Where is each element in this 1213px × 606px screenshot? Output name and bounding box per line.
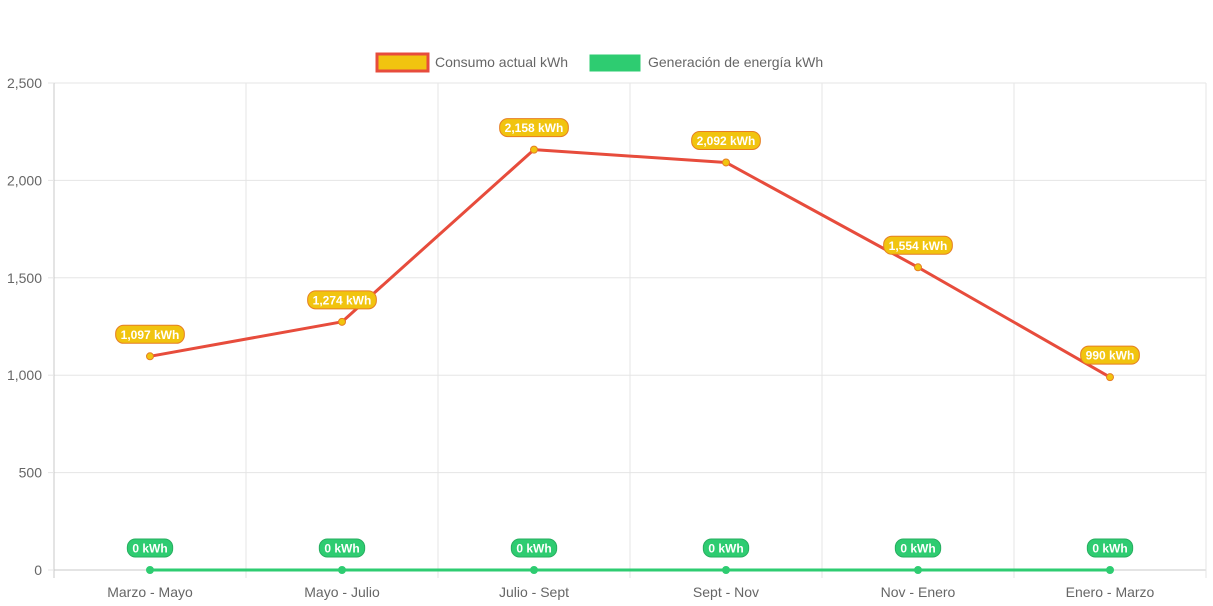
x-tick-label: Sept - Nov bbox=[693, 584, 759, 600]
y-tick-label: 2,000 bbox=[7, 172, 42, 188]
data-point-consumo[interactable] bbox=[914, 263, 922, 272]
data-label-consumo: 990 kWh bbox=[1080, 345, 1140, 365]
data-label-generacion: 0 kWh bbox=[702, 538, 750, 558]
data-label-generacion: 0 kWh bbox=[126, 538, 174, 558]
y-tick-label: 1,500 bbox=[7, 270, 42, 286]
data-label-generacion: 0 kWh bbox=[1086, 538, 1134, 558]
data-label-generacion-text: 0 kWh bbox=[324, 542, 359, 556]
data-label-consumo: 1,097 kWh bbox=[115, 324, 185, 344]
data-label-generacion-bg bbox=[318, 538, 366, 558]
data-label-generacion-text: 0 kWh bbox=[708, 542, 743, 556]
y-tick-label: 1,000 bbox=[7, 367, 42, 383]
data-point-generacion[interactable] bbox=[914, 566, 922, 574]
data-label-consumo: 1,554 kWh bbox=[883, 235, 953, 255]
data-label-consumo: 2,092 kWh bbox=[691, 130, 761, 150]
x-tick-label: Mayo - Julio bbox=[304, 584, 380, 600]
data-label-generacion: 0 kWh bbox=[318, 538, 366, 558]
y-tick-label: 2,500 bbox=[7, 75, 42, 91]
legend-label-consumo: Consumo actual kWh bbox=[435, 54, 568, 70]
data-label-generacion-text: 0 kWh bbox=[132, 542, 167, 556]
chart-axes: 0 500 1,000 1,500 2,000 2,500 Marzo - Mayo Mayo… bbox=[7, 75, 1155, 600]
x-tick-label: Marzo - Mayo bbox=[107, 584, 193, 600]
legend-swatch-consumo bbox=[375, 52, 430, 73]
legend-label-generacion: Generación de energía kWh bbox=[648, 54, 823, 70]
data-label-consumo-text: 1,274 kWh bbox=[313, 293, 372, 307]
data-label-consumo: 1,274 kWh bbox=[307, 290, 377, 310]
series-line-consumo bbox=[149, 148, 1111, 379]
data-label-generacion-bg bbox=[702, 538, 750, 558]
data-label-consumo-bg bbox=[115, 324, 185, 344]
legend-item-generacion[interactable]: Generación de energía kWh bbox=[589, 54, 823, 72]
chart-series bbox=[146, 145, 1114, 574]
legend-item-consumo[interactable]: Consumo actual kWh bbox=[375, 52, 568, 73]
data-label-consumo-text: 990 kWh bbox=[1086, 349, 1135, 363]
data-label-generacion-text: 0 kWh bbox=[1092, 542, 1127, 556]
data-point-consumo[interactable] bbox=[1106, 373, 1114, 382]
data-label-generacion-text: 0 kWh bbox=[900, 542, 935, 556]
x-tick-label: Julio - Sept bbox=[499, 584, 569, 600]
data-point-consumo[interactable] bbox=[530, 145, 538, 154]
data-label-generacion: 0 kWh bbox=[894, 538, 942, 558]
data-label-consumo-bg bbox=[499, 118, 569, 138]
data-label-generacion-bg bbox=[510, 538, 558, 558]
data-label-consumo-bg bbox=[307, 290, 377, 310]
data-label-consumo-text: 2,158 kWh bbox=[505, 121, 564, 135]
chart-legend[interactable]: Consumo actual kWh Generación de energía … bbox=[375, 52, 823, 73]
data-label-consumo-bg bbox=[1080, 345, 1140, 365]
data-point-consumo[interactable] bbox=[338, 317, 346, 326]
data-label-generacion: 0 kWh bbox=[510, 538, 558, 558]
y-tick-label: 500 bbox=[19, 465, 43, 481]
data-point-consumo[interactable] bbox=[146, 352, 154, 361]
legend-swatch-generacion bbox=[589, 54, 641, 72]
data-label-consumo: 2,158 kWh bbox=[499, 118, 569, 138]
data-label-generacion-text: 0 kWh bbox=[516, 542, 551, 556]
x-tick-label: Enero - Marzo bbox=[1066, 584, 1155, 600]
data-label-consumo-bg bbox=[691, 130, 761, 150]
data-point-consumo[interactable] bbox=[722, 158, 730, 167]
data-label-generacion-bg bbox=[126, 538, 174, 558]
data-label-consumo-text: 2,092 kWh bbox=[697, 134, 756, 148]
chart-data-labels: 1,097 kWh 1,274 kWh 2,158 kWh 2,092 kWh 1,55… bbox=[115, 118, 1140, 558]
data-point-generacion[interactable] bbox=[338, 566, 346, 574]
data-point-generacion[interactable] bbox=[146, 566, 154, 574]
data-label-consumo-text: 1,554 kWh bbox=[889, 239, 948, 253]
data-label-generacion-bg bbox=[894, 538, 942, 558]
data-point-generacion[interactable] bbox=[1106, 566, 1114, 574]
y-tick-label: 0 bbox=[34, 562, 42, 578]
data-point-generacion[interactable] bbox=[722, 566, 730, 574]
data-label-consumo-text: 1,097 kWh bbox=[121, 328, 180, 342]
data-label-consumo-bg bbox=[883, 235, 953, 255]
data-point-generacion[interactable] bbox=[530, 566, 538, 574]
x-tick-label: Nov - Enero bbox=[881, 584, 956, 600]
data-label-generacion-bg bbox=[1086, 538, 1134, 558]
chart-grid bbox=[53, 82, 1207, 578]
